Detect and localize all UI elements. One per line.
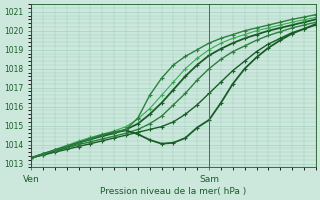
X-axis label: Pression niveau de la mer( hPa ): Pression niveau de la mer( hPa ) [100, 187, 247, 196]
